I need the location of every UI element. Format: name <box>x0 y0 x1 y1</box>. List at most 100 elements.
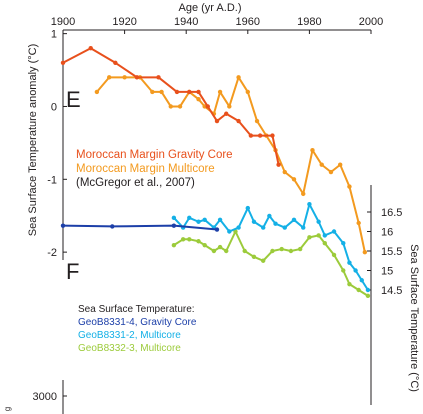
legend-f-multicore-2: GeoB8331-2, Multicore <box>78 330 181 341</box>
data-point <box>261 258 266 263</box>
panel-e-y-tick-label: 0 <box>51 101 57 113</box>
panel-e-y-axis-title: Sea Surface Temperature anomaly (°C) <box>27 44 39 237</box>
data-point <box>341 241 346 246</box>
panel-e-y-ticks: 1 0 -1 -2 <box>47 29 67 259</box>
series-layer <box>60 46 371 299</box>
series-moroccan-gravity-core <box>60 46 281 167</box>
x-tick-label: 1940 <box>174 16 198 28</box>
data-point <box>245 205 250 211</box>
data-point <box>267 213 272 219</box>
data-point <box>202 217 207 222</box>
data-point <box>122 75 127 80</box>
data-point <box>236 118 241 124</box>
panel-label-f: F <box>66 259 79 284</box>
legend-e-citation: (McGregor et al., 2007) <box>76 177 195 189</box>
data-point <box>251 254 257 260</box>
data-point <box>356 287 361 293</box>
data-point <box>301 191 306 197</box>
data-point <box>288 248 294 254</box>
data-point <box>322 233 327 238</box>
data-point <box>202 104 207 109</box>
data-point <box>365 293 371 299</box>
data-point <box>331 252 337 258</box>
data-point <box>273 221 278 226</box>
data-point <box>347 260 352 265</box>
data-point <box>270 248 275 254</box>
data-point <box>328 169 334 175</box>
data-point <box>196 239 201 244</box>
data-point <box>107 75 112 80</box>
data-point <box>251 219 257 224</box>
data-point <box>331 229 337 234</box>
data-point <box>134 75 140 80</box>
data-point <box>276 162 281 167</box>
data-point <box>301 225 306 230</box>
data-point <box>362 249 368 255</box>
data-point <box>171 242 177 248</box>
data-point <box>310 147 315 153</box>
data-point <box>245 89 250 95</box>
data-point <box>196 219 201 224</box>
data-point <box>356 220 361 226</box>
data-point <box>227 229 232 234</box>
legend-e-gravity-core: Moroccan Margin Gravity Core <box>76 149 233 161</box>
legend-f-multicore-3: GeoB8332-3, Multicore <box>78 343 181 354</box>
series-geob8332-3 <box>171 229 371 299</box>
data-point <box>279 246 284 252</box>
panel-label-e: E <box>66 87 81 112</box>
series-line-geob8332-3 <box>173 230 369 297</box>
data-point <box>224 111 229 116</box>
series-line-moroccan-gravity-core <box>62 47 280 165</box>
data-point <box>211 248 217 254</box>
legend-f-gravity-core: GeoB8331-4, Gravity Core <box>78 317 197 328</box>
data-point <box>307 202 312 207</box>
panel-f-y-axis-title: Sea Surface Temperature (°C) <box>408 244 420 392</box>
data-point <box>316 219 321 224</box>
data-point <box>307 235 312 240</box>
data-point <box>254 118 260 124</box>
data-point <box>171 223 177 228</box>
x-axis-title: Age (yr A.D.) <box>179 2 242 14</box>
data-point <box>214 227 220 232</box>
panel-f-y-tick-label: 16.5 <box>381 207 402 219</box>
data-point <box>88 46 93 51</box>
x-tick-label: 2000 <box>359 16 383 28</box>
data-point <box>174 89 180 95</box>
data-point <box>159 89 164 95</box>
panel-g-y-ticks: 3000 <box>33 391 67 403</box>
data-point <box>282 169 287 175</box>
series-line-geob8331-4 <box>62 224 218 231</box>
data-point <box>94 89 100 95</box>
data-point <box>187 215 192 221</box>
data-point <box>214 118 220 124</box>
data-point <box>224 248 229 254</box>
data-point <box>353 268 358 273</box>
data-point <box>236 75 241 80</box>
panel-f-y-tick-label: 15.5 <box>381 246 402 258</box>
data-point <box>236 225 241 230</box>
data-point <box>322 241 327 246</box>
panel-e-y-tick-label: 1 <box>51 29 57 41</box>
data-point <box>257 133 263 138</box>
data-point <box>156 75 161 80</box>
data-point <box>177 104 183 109</box>
data-point <box>202 242 207 248</box>
data-point <box>341 268 346 273</box>
series-geob8331-4 <box>60 223 220 232</box>
series-moroccan-multicore <box>94 75 368 255</box>
x-tick-label: 1960 <box>236 16 260 28</box>
legend-f-title: Sea Surface Temperature: <box>78 304 195 315</box>
data-point <box>168 104 173 109</box>
x-tick-label: 1900 <box>51 16 75 28</box>
data-point <box>187 237 192 242</box>
data-point <box>316 233 321 238</box>
panel-f-y-tick-label: 14.5 <box>381 285 402 297</box>
data-point <box>270 133 275 138</box>
data-point <box>291 217 297 222</box>
data-point <box>113 60 118 65</box>
data-point <box>347 184 352 189</box>
data-point <box>180 237 186 242</box>
panel-f-y-tick-label: 16 <box>381 227 393 239</box>
data-point <box>205 104 210 109</box>
data-point <box>60 60 66 65</box>
